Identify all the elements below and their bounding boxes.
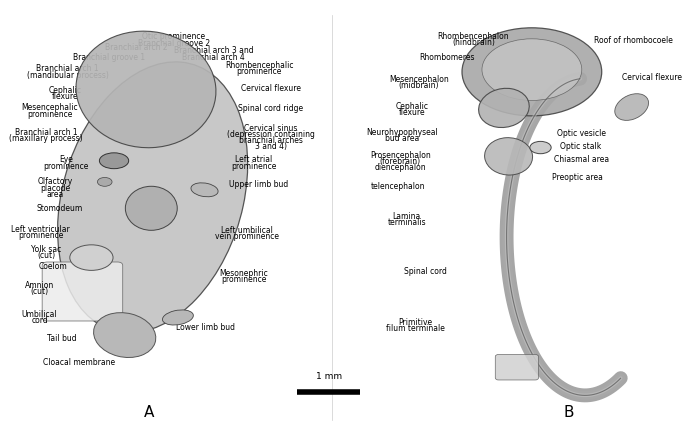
Ellipse shape (76, 31, 216, 148)
Text: Rhombomeres: Rhombomeres (419, 53, 475, 62)
Ellipse shape (484, 138, 532, 175)
Text: (forebrain): (forebrain) (380, 157, 420, 166)
Text: Umbilical: Umbilical (22, 311, 57, 319)
Text: Eye: Eye (59, 155, 73, 164)
Text: Amnion: Amnion (25, 281, 54, 290)
Text: Tail bud: Tail bud (47, 334, 76, 342)
Text: terminalis: terminalis (387, 218, 426, 227)
Text: Cervical sinus: Cervical sinus (245, 124, 297, 132)
Text: flexure: flexure (398, 108, 425, 117)
Text: Branchial arch 3 and: Branchial arch 3 and (174, 46, 254, 55)
Text: Upper limb bud: Upper limb bud (229, 179, 289, 189)
Text: Mesencephalon: Mesencephalon (389, 75, 449, 84)
Text: (cut): (cut) (37, 251, 55, 260)
Text: (hindbrain): (hindbrain) (452, 38, 495, 47)
Ellipse shape (462, 28, 602, 116)
Text: Left atrial: Left atrial (235, 155, 272, 164)
Text: Chiasmal area: Chiasmal area (554, 155, 609, 164)
Text: prominence: prominence (231, 162, 276, 171)
Text: (mandibular process): (mandibular process) (27, 71, 109, 80)
Text: placode: placode (40, 183, 70, 193)
Text: branchial arches: branchial arches (239, 136, 303, 145)
Text: Branchial groove 1: Branchial groove 1 (74, 53, 146, 62)
Text: Branchial arch 1: Branchial arch 1 (36, 64, 99, 73)
Text: Optic vesicle: Optic vesicle (556, 129, 606, 138)
Text: bud area: bud area (385, 134, 419, 143)
Text: prominence: prominence (18, 231, 63, 240)
Ellipse shape (70, 245, 113, 270)
Text: telencephalon: telencephalon (371, 182, 425, 191)
Ellipse shape (93, 313, 156, 358)
Text: Otic prominence: Otic prominence (142, 32, 205, 41)
Ellipse shape (100, 153, 128, 169)
Text: Spinal cord: Spinal cord (404, 267, 447, 276)
Text: vein prominence: vein prominence (215, 232, 279, 241)
Text: Branchial groove 2: Branchial groove 2 (138, 39, 210, 48)
Text: Coelom: Coelom (38, 262, 67, 271)
Ellipse shape (530, 141, 551, 154)
Text: (maxillary process): (maxillary process) (10, 134, 83, 143)
Text: Olfactory: Olfactory (37, 177, 72, 187)
Text: Lower limb bud: Lower limb bud (177, 323, 236, 332)
Ellipse shape (615, 94, 649, 120)
Text: Mesonephric: Mesonephric (219, 269, 268, 278)
Text: A: A (144, 405, 155, 420)
Ellipse shape (98, 178, 112, 187)
Text: Spinal cord ridge: Spinal cord ridge (238, 104, 304, 113)
Ellipse shape (162, 310, 193, 325)
Text: Cephalic: Cephalic (396, 101, 429, 111)
Ellipse shape (482, 39, 582, 101)
FancyBboxPatch shape (42, 262, 123, 321)
Ellipse shape (58, 62, 247, 333)
Text: (cut): (cut) (30, 288, 49, 296)
Text: Optic stalk: Optic stalk (561, 142, 602, 151)
FancyBboxPatch shape (495, 354, 539, 380)
Text: Branchial arch 4: Branchial arch 4 (183, 53, 245, 62)
Text: prominence: prominence (43, 162, 89, 171)
Text: area: area (46, 190, 63, 199)
Text: Cervical flexure: Cervical flexure (241, 84, 301, 93)
Text: 3 and 4): 3 and 4) (255, 142, 287, 151)
Text: 1 mm: 1 mm (315, 372, 341, 381)
Text: diencephalon: diencephalon (374, 163, 426, 172)
Text: Left umbilical: Left umbilical (221, 226, 273, 235)
Text: Mesencephalic: Mesencephalic (21, 103, 78, 113)
Text: Left ventricular: Left ventricular (12, 225, 70, 234)
Text: Lamina: Lamina (393, 212, 421, 221)
Text: (depression containing: (depression containing (227, 130, 315, 139)
Text: B: B (563, 405, 574, 420)
Text: prominence: prominence (221, 275, 267, 284)
Text: Roof of rhombocoele: Roof of rhombocoele (594, 35, 673, 45)
Text: Primitive: Primitive (398, 318, 433, 327)
Text: filum terminale: filum terminale (386, 324, 445, 334)
Text: Rhombencephalic: Rhombencephalic (225, 61, 293, 70)
Text: cord: cord (31, 316, 48, 326)
Text: (midbrain): (midbrain) (398, 82, 439, 90)
Text: Rhombencephalon: Rhombencephalon (438, 32, 509, 41)
Text: Preoptic area: Preoptic area (552, 173, 602, 182)
Ellipse shape (191, 183, 218, 197)
Text: prominence: prominence (27, 109, 72, 119)
Text: Prosencephalon: Prosencephalon (370, 151, 431, 160)
Text: Neurohypophyseal: Neurohypophyseal (366, 128, 438, 137)
Text: Yolk sac: Yolk sac (31, 245, 61, 254)
Text: Cloacal membrane: Cloacal membrane (43, 358, 115, 367)
Text: Cephalic: Cephalic (48, 86, 81, 95)
Ellipse shape (125, 187, 177, 230)
Text: Stomodeum: Stomodeum (36, 204, 82, 213)
Text: Branchial arch 1: Branchial arch 1 (15, 128, 78, 137)
Text: Branchial arch 2: Branchial arch 2 (104, 43, 168, 52)
Text: flexure: flexure (52, 92, 78, 101)
Text: Cervical flexure: Cervical flexure (622, 73, 682, 82)
Text: prominence: prominence (236, 67, 282, 76)
Ellipse shape (479, 88, 529, 128)
